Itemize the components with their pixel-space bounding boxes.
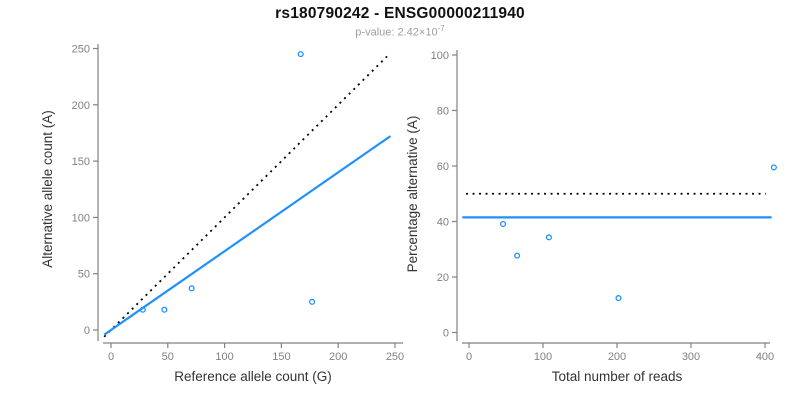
data-point bbox=[297, 51, 304, 58]
x-tick-label: 200 bbox=[608, 351, 626, 363]
data-point bbox=[499, 220, 507, 228]
y-tick-label: 20 bbox=[437, 272, 449, 284]
y-tick-label: 250 bbox=[72, 44, 90, 56]
x-tick-label: 250 bbox=[386, 351, 404, 363]
y-tick-label: 0 bbox=[84, 325, 90, 337]
y-tick-label: 40 bbox=[437, 217, 449, 229]
y-tick-label: 50 bbox=[78, 269, 90, 281]
y-tick-label: 150 bbox=[72, 156, 90, 168]
plot-subtitle: p-value: 2.42×10-7 bbox=[0, 24, 800, 39]
data-point bbox=[188, 285, 195, 292]
pvalue-exponent: -7 bbox=[437, 24, 445, 33]
data-point bbox=[161, 306, 168, 313]
data-point bbox=[514, 252, 521, 259]
y-tick-label: 60 bbox=[437, 161, 449, 173]
y-tick-label: 200 bbox=[72, 100, 90, 112]
pvalue-text: p-value: 2.42×10 bbox=[355, 26, 438, 39]
data-point bbox=[545, 234, 552, 241]
data-point bbox=[139, 306, 146, 313]
x-tick-label: 100 bbox=[215, 351, 233, 363]
x-tick-label: 400 bbox=[756, 351, 774, 363]
identity-line bbox=[103, 55, 388, 338]
fit-line bbox=[103, 135, 392, 336]
y-tick-label: 100 bbox=[72, 212, 90, 224]
y-axis-title: Alternative allele count (A) bbox=[40, 110, 55, 268]
x-tick-label: 300 bbox=[682, 351, 700, 363]
x-tick-label: 0 bbox=[108, 351, 114, 363]
y-tick-label: 0 bbox=[443, 328, 449, 340]
x-axis-title: Total number of reads bbox=[552, 369, 683, 384]
x-tick-label: 0 bbox=[466, 351, 472, 363]
data-point bbox=[309, 298, 316, 305]
y-tick-label: 80 bbox=[437, 106, 449, 118]
data-point bbox=[615, 295, 622, 302]
x-tick-label: 50 bbox=[162, 351, 174, 363]
left-scatter-plot: 0 50 100 150 200 250 0 50 100 150 200 250 Reference … bbox=[40, 44, 404, 385]
plot-title: rs180790242 - ENSG00000211940 bbox=[275, 5, 525, 22]
y-tick-label: 100 bbox=[431, 50, 449, 62]
x-tick-label: 200 bbox=[329, 351, 347, 363]
x-tick-label: 100 bbox=[534, 351, 552, 363]
x-axis-title: Reference allele count (G) bbox=[174, 369, 332, 384]
data-point bbox=[770, 164, 777, 171]
x-tick-label: 150 bbox=[272, 351, 290, 363]
y-axis-title: Percentage alternative (A) bbox=[405, 116, 420, 273]
